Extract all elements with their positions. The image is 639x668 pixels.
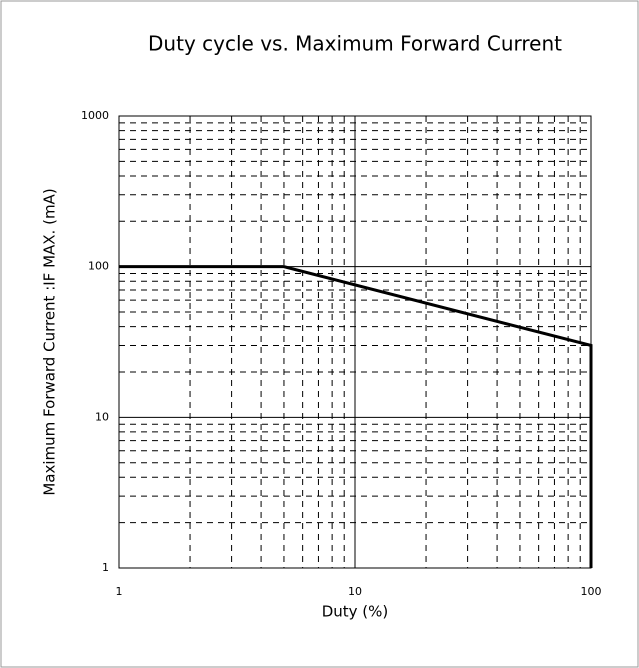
plot-border xyxy=(118,115,592,569)
y-tick-label: 10 xyxy=(95,410,109,423)
data-line xyxy=(119,265,593,568)
x-tick-label: 100 xyxy=(581,585,602,598)
x-tick-label: 10 xyxy=(348,585,362,598)
x-tick-label: 1 xyxy=(116,585,123,598)
y-tick-label: 100 xyxy=(88,260,109,273)
x-axis-label: Duty (%) xyxy=(322,603,389,621)
y-tick-label: 1 xyxy=(102,561,109,574)
y-axis-label: Maximum Forward Current :IF MAX. (mA) xyxy=(41,188,59,495)
y-tick-label: 1000 xyxy=(81,109,109,122)
chart-title: Duty cycle vs. Maximum Forward Current xyxy=(148,32,562,56)
